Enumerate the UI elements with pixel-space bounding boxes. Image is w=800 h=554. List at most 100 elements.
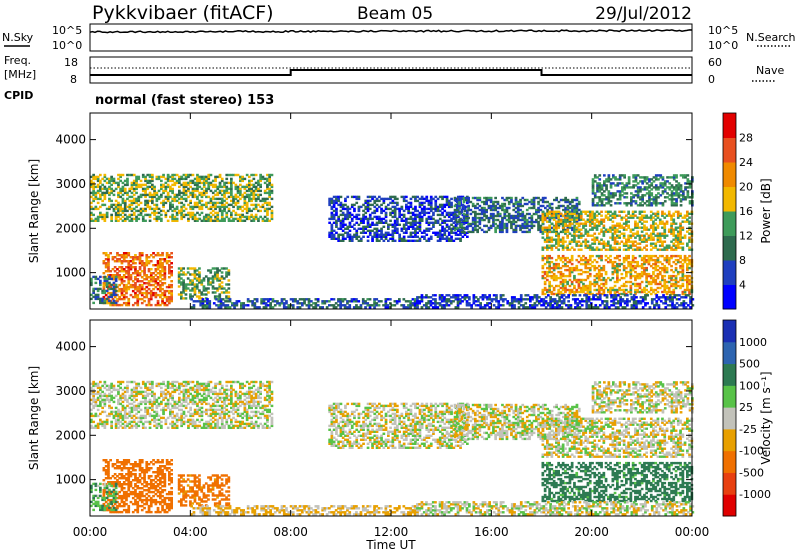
power-echo-cell [248,193,251,197]
power-echo-cell [127,252,131,255]
power-echo-cell [579,222,583,225]
power-echo-cell [128,213,132,217]
power-echo-cell [631,234,635,237]
power-echo-cell [378,205,381,209]
power-echo-cell [341,237,345,240]
power-echo-cell [217,300,221,303]
power-echo-cell [245,193,249,197]
power-echo-cell [519,218,522,222]
power-echo-cell [622,228,626,231]
power-echo-cell [366,201,370,205]
power-echo-cell [665,248,669,251]
power-echo-cell [634,236,637,239]
power-echo-cell [101,183,104,187]
power-echo-cell [629,230,633,233]
power-echo-cell [400,217,404,221]
power-echo-cell [339,209,343,213]
power-echo-cell [496,226,500,230]
power-echo-cell [667,246,671,249]
power-echo-cell [251,304,254,307]
power-echo-cell [332,195,336,199]
power-echo-cell [476,196,479,200]
power-echo-cell [557,214,560,217]
power-echo-cell [214,201,217,205]
power-echo-cell [357,209,361,213]
power-echo-cell [111,256,115,259]
power-echo-cell [175,195,179,199]
power-echo-cell [110,213,113,217]
power-echo-cell [564,200,567,204]
power-echo-cell [663,228,667,231]
power-echo-cell [251,300,254,303]
power-echo-cell [570,240,574,243]
power-echo-cell [485,230,488,234]
power-echo-cell [409,205,413,209]
power-echo-cell [366,229,370,232]
power-echo-cell [330,205,334,209]
power-echo-cell [564,216,567,219]
power-echo-cell [625,284,628,288]
power-echo-cell [154,274,158,277]
power-echo-cell [670,248,673,251]
power-echo-cell [143,272,146,275]
power-echo-cell [625,196,629,199]
power-echo-cell [418,215,422,219]
power-echo-cell [681,220,685,223]
power-echo-cell [487,226,491,230]
power-echo-cell [110,187,113,191]
power-echo-cell [561,246,565,249]
power-echo-cell [196,189,199,193]
power-echo-cell [353,235,356,238]
power-echo-cell [471,226,475,230]
power-echo-cell [555,210,558,213]
power-echo-cell [371,195,374,199]
power-echo-cell [456,226,459,230]
power-echo-cell [559,214,563,218]
power-echo-cell [189,215,192,219]
power-echo-cell [252,217,256,221]
power-echo-cell [112,299,116,303]
power-echo-cell [368,223,372,226]
power-echo-cell [263,209,267,213]
power-echo-cell [152,264,155,267]
power-echo-cell [366,205,370,209]
power-echo-cell [505,210,509,214]
power-echo-cell [443,209,447,213]
power-echo-cell [92,173,95,177]
power-echo-cell [609,214,612,217]
power-echo-cell [151,179,154,183]
power-echo-cell [557,238,560,241]
power-echo-cell [236,219,240,222]
power-echo-cell [218,197,222,201]
power-echo-cell [128,173,132,177]
power-echo-cell [357,239,361,242]
power-echo-cell [676,226,680,229]
power-echo-cell [112,209,116,213]
power-echo-cell [114,277,118,281]
power-echo-cell [357,235,361,238]
power-echo-cell [184,207,188,211]
power-echo-cell [156,272,160,275]
power-echo-cell [101,289,104,293]
power-echo-cell [127,285,131,289]
power-echo-cell [476,228,479,232]
power-echo-cell [125,295,128,299]
power-echo-cell [328,300,331,303]
power-echo-cell [409,231,413,234]
power-echo-cell [121,201,125,205]
power-echo-cell [676,240,680,243]
power-echo-cell [163,295,167,299]
power-echo-cell [348,304,352,307]
power-echo-cell [230,179,233,183]
power-echo-cell [416,304,419,307]
power-echo-cell [627,240,630,243]
power-echo-cell [107,266,110,269]
power-echo-cell [310,300,313,303]
power-echo-cell [147,299,151,303]
power-echo-cell [216,187,220,191]
power-echo-cell [177,281,181,284]
power-echo-cell [514,228,518,232]
power-echo-cell [350,235,354,238]
power-echo-cell [525,220,529,224]
power-echo-cell [543,246,547,249]
